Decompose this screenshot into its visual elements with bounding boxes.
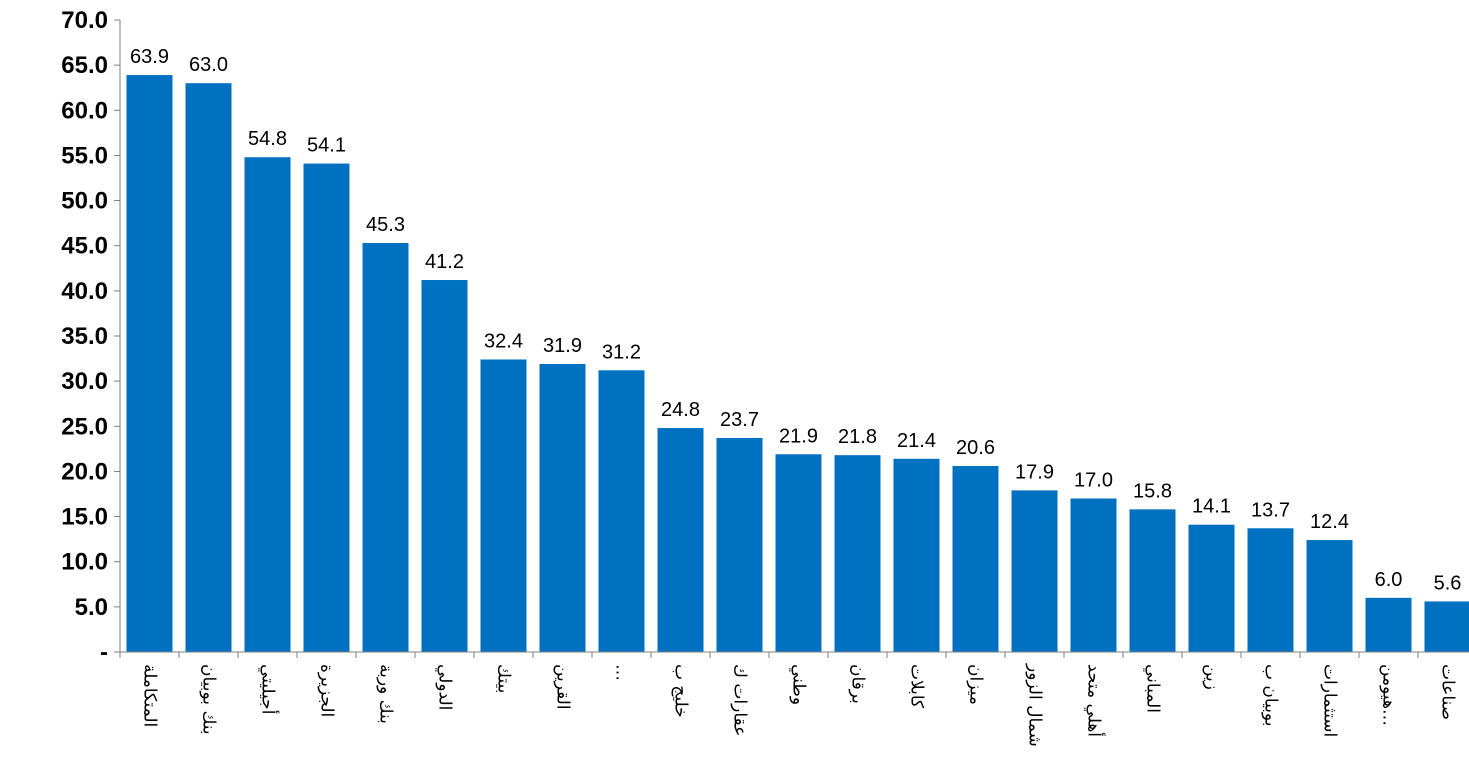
bar (539, 363, 586, 652)
bar (126, 75, 173, 653)
data-label: 17.0 (1074, 470, 1113, 492)
bar (1306, 540, 1353, 652)
y-tick-label: 50.0 (61, 188, 108, 215)
data-label: 54.1 (307, 135, 346, 157)
bar (952, 466, 999, 652)
data-label: 21.8 (838, 426, 877, 448)
data-label: 17.9 (1015, 461, 1054, 483)
y-tick-label: 35.0 (61, 323, 108, 350)
category-label: … (612, 664, 632, 681)
bar (1011, 490, 1058, 652)
data-label: 54.8 (248, 128, 287, 150)
category-label: شمال الزور (1025, 663, 1045, 747)
category-label: المتكاملة (140, 664, 160, 727)
bar (1188, 524, 1235, 652)
category-label: هيومن… (1379, 664, 1399, 726)
category-label: عقارات ك (730, 664, 750, 736)
y-tick-label: 60.0 (61, 97, 108, 124)
y-tick-label: - (100, 639, 108, 666)
category-label: استثمارات (1320, 664, 1340, 737)
category-label: زين (1202, 664, 1222, 690)
bar (1424, 601, 1469, 652)
bar (893, 458, 940, 652)
y-tick-label: 20.0 (61, 458, 108, 485)
data-label: 21.4 (897, 430, 936, 452)
data-label: 45.3 (366, 214, 405, 236)
bar (362, 243, 409, 652)
y-tick-label: 55.0 (61, 142, 108, 169)
category-label: برقان (848, 664, 868, 704)
data-label: 41.2 (425, 251, 464, 273)
y-tick-label: 45.0 (61, 233, 108, 260)
data-label: 6.0 (1375, 569, 1403, 591)
category-label: بنك وربة (376, 664, 396, 724)
category-label: خليج ب (671, 664, 691, 718)
y-tick-label: 15.0 (61, 504, 108, 531)
category-label: بيتك (494, 664, 514, 693)
category-label: الدولي (435, 664, 455, 710)
y-tick-label: 25.0 (61, 413, 108, 440)
bar (303, 163, 350, 652)
y-tick-label: 10.0 (61, 549, 108, 576)
data-label: 13.7 (1251, 499, 1290, 521)
bar (657, 428, 704, 652)
category-label: أهلي متحد (1084, 664, 1106, 737)
y-tick-label: 65.0 (61, 52, 108, 79)
y-tick-label: 5.0 (75, 594, 108, 621)
data-label: 31.2 (602, 341, 641, 363)
data-label: 32.4 (484, 330, 523, 352)
category-label: صناعات (1438, 664, 1458, 720)
category-label: بوبيان ب (1261, 664, 1281, 726)
data-label: 23.7 (720, 409, 759, 431)
bar (185, 83, 232, 652)
data-label: 5.6 (1434, 572, 1462, 594)
category-label: المباني (1143, 664, 1163, 713)
category-label: كابلات (907, 664, 927, 709)
bar (1129, 509, 1176, 652)
bar (1247, 528, 1294, 652)
data-label: 24.8 (661, 399, 700, 421)
x-axis: المتكاملة بنك بوبيان أجيليتي الجزيرة بنك ورب… (119, 651, 1469, 747)
y-tick-label: 30.0 (61, 368, 108, 395)
category-label: ميزان (966, 664, 986, 705)
y-tick-label: 40.0 (61, 278, 108, 305)
data-label: 20.6 (956, 437, 995, 459)
y-axis: - 5.0 10.0 15.0 20.0 25.0 30.0 35.0 40.0 45.0 50.0… (61, 7, 121, 666)
data-label: 14.1 (1192, 496, 1231, 518)
bar (598, 370, 645, 652)
category-label: أجيليتي (258, 664, 280, 714)
data-label: 63.0 (189, 54, 228, 76)
category-label: بنك بوبيان (199, 664, 219, 735)
bar (480, 359, 527, 652)
y-tick-label: 70.0 (61, 7, 108, 34)
category-label: وطني (789, 664, 809, 705)
data-label: 63.9 (130, 46, 169, 68)
data-label: 15.8 (1133, 480, 1172, 502)
data-label: 12.4 (1310, 511, 1349, 533)
data-label: 21.9 (779, 425, 818, 447)
bar (834, 455, 881, 652)
bar (244, 157, 291, 652)
bar (716, 438, 763, 652)
bar (421, 280, 468, 652)
data-label: 31.9 (543, 335, 582, 357)
category-label: القرين (553, 664, 573, 710)
bar (1070, 498, 1117, 652)
bars: 63.9 63.0 54.8 54.1 45.3 41.2 32.4 31.9 31.2 24.8… (126, 46, 1469, 653)
bar (1365, 597, 1412, 652)
category-label: الجزيرة (317, 664, 337, 717)
bar (775, 454, 822, 652)
